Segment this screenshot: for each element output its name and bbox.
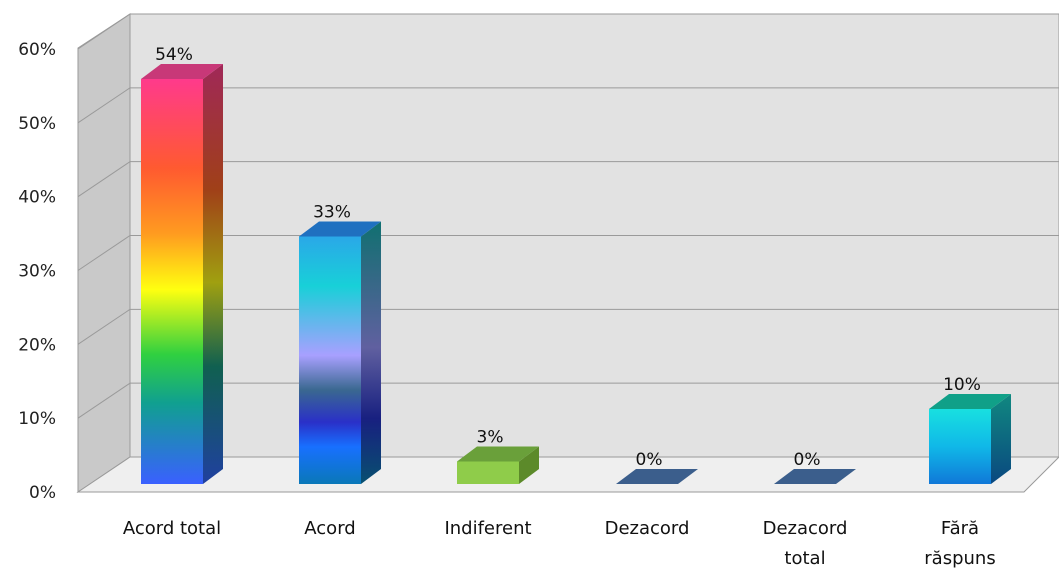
bar-front: [141, 79, 203, 484]
y-axis-ticks: 0% 10% 20% 30% 40% 50% 60%: [18, 40, 56, 503]
bar: [457, 446, 539, 484]
bars: [141, 64, 1011, 484]
bar-top: [929, 394, 1011, 409]
gridline-side: [77, 235, 131, 271]
data-label: 54%: [155, 45, 193, 65]
data-label: 10%: [943, 375, 981, 395]
x-category-label: Dezacord: [605, 518, 690, 539]
floor: [76, 456, 1059, 493]
gridline-side: [77, 382, 131, 419]
chart-walls: [76, 13, 1059, 493]
bar-side: [519, 446, 539, 484]
gridline-side: [77, 161, 131, 198]
gridline-side: [77, 308, 131, 345]
data-label: 0%: [794, 450, 821, 470]
y-tick-label: 60%: [18, 40, 56, 60]
bar-top: [616, 469, 698, 484]
x-category-label: Indiferent: [444, 518, 531, 539]
gridline-side: [77, 13, 131, 50]
bar-side: [203, 64, 223, 484]
bar-top: [774, 469, 856, 484]
y-tick-label: 20%: [18, 335, 56, 355]
y-tick-label: 10%: [18, 409, 56, 429]
gridlines: [77, 13, 1059, 419]
y-tick-label: 40%: [18, 188, 56, 208]
data-label: 3%: [477, 428, 504, 448]
bar: [929, 394, 1011, 484]
bar: [616, 469, 698, 484]
bar-side: [361, 221, 381, 484]
data-labels: 54% 33% 3% 0% 0% 10%: [155, 45, 981, 470]
bar: [141, 64, 223, 484]
bar-front: [929, 409, 991, 484]
bar-side: [991, 394, 1011, 484]
y-tick-label: 0%: [29, 483, 56, 503]
x-category-label: Acord: [304, 518, 355, 539]
bar: [299, 221, 381, 484]
bar-front: [299, 236, 361, 484]
data-label: 0%: [636, 450, 663, 470]
bar-top: [299, 221, 381, 237]
y-tick-label: 50%: [18, 114, 56, 134]
x-category-label: Dezacord total: [763, 518, 848, 569]
x-category-label: Acord total: [123, 518, 221, 539]
bar-top: [457, 446, 539, 462]
bar-front: [457, 461, 519, 484]
bar-top: [141, 64, 223, 79]
y-tick-label: 30%: [18, 262, 56, 282]
x-axis-categories: Acord total Acord Indiferent Dezacord Dezaco…: [123, 518, 996, 569]
gridline-side: [77, 87, 131, 124]
data-label: 33%: [313, 203, 351, 223]
bar: [774, 469, 856, 484]
x-category-label: Fără răspuns: [924, 518, 995, 569]
